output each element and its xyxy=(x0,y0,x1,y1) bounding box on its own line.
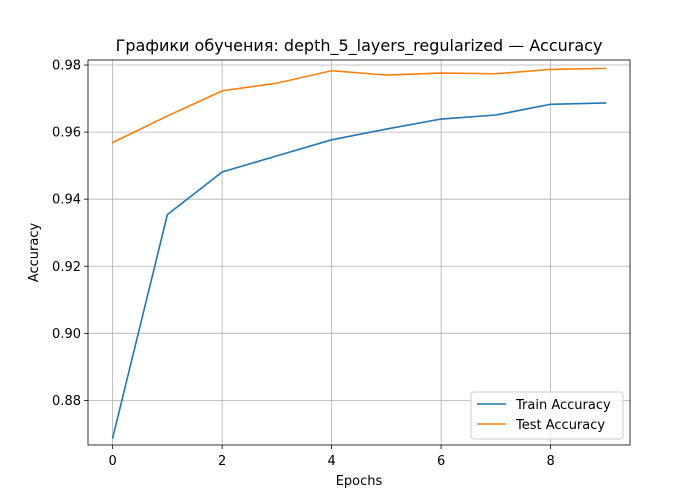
x-tick-label: 6 xyxy=(437,454,445,469)
x-tick-label: 2 xyxy=(218,454,226,469)
y-axis-label: Accuracy xyxy=(27,223,42,283)
y-tick-label: 0.90 xyxy=(52,327,81,342)
series-line-train xyxy=(111,102,607,439)
chart-title: Графики обучения: depth_5_layers_regular… xyxy=(116,36,603,56)
legend: Train Accuracy Test Accuracy xyxy=(470,391,624,440)
series-layer xyxy=(111,67,607,439)
x-tick-label: 0 xyxy=(108,454,116,469)
x-tick-label: 4 xyxy=(327,454,335,469)
y-tick-label: 0.94 xyxy=(52,193,81,208)
legend-box xyxy=(470,391,624,440)
y-tick-label: 0.88 xyxy=(52,394,81,409)
y-tick-label: 0.92 xyxy=(52,260,81,275)
x-tick-label: 8 xyxy=(546,454,554,469)
plot-frame xyxy=(87,59,631,446)
y-tick-label: 0.96 xyxy=(52,126,81,141)
x-axis-label: Epochs xyxy=(336,474,383,489)
grid xyxy=(88,60,630,445)
ticks: 0 2 4 6 8 0.88 0.90 0.92 0.94 0.96 0.98 xyxy=(52,59,555,469)
legend-label-train: Train Accuracy xyxy=(515,398,611,413)
plot-area xyxy=(88,60,630,445)
y-tick-label: 0.98 xyxy=(52,59,81,74)
series-line-test xyxy=(111,67,607,144)
legend-label-test: Test Accuracy xyxy=(515,418,605,433)
